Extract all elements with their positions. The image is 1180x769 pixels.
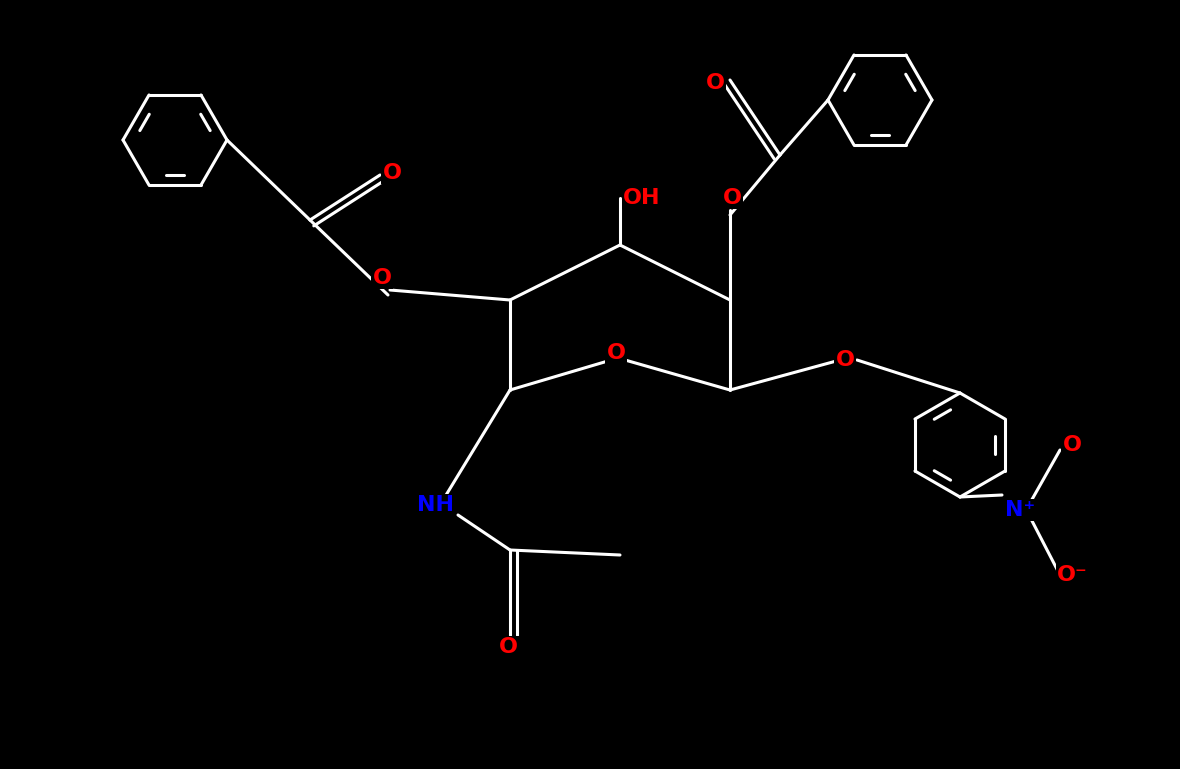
Text: O: O (607, 343, 625, 363)
Text: N⁺: N⁺ (1005, 500, 1035, 520)
Text: OH: OH (623, 188, 661, 208)
Text: NH: NH (417, 495, 453, 515)
Text: O: O (498, 637, 518, 657)
Text: O: O (722, 188, 741, 208)
Text: O⁻: O⁻ (1056, 565, 1088, 585)
Text: O: O (706, 73, 725, 93)
Text: O: O (373, 268, 392, 288)
Text: O: O (382, 163, 401, 183)
Text: O: O (1062, 435, 1082, 455)
Text: O: O (835, 350, 854, 370)
